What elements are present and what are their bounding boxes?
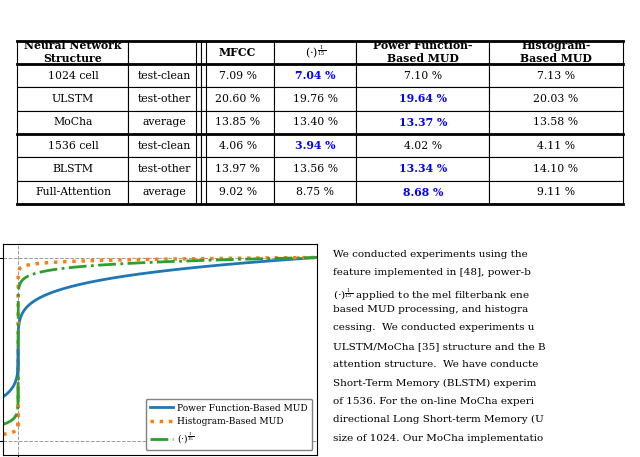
Histogram-Based MUD — [209, 256, 216, 261]
Power Function-Based MUD — [313, 255, 321, 260]
Text: We conducted experiments using the: We conducted experiments using the — [333, 250, 527, 259]
Line: Power Function-Based MUD: Power Function-Based MUD — [18, 257, 317, 369]
Line: Histogram-Based MUD: Histogram-Based MUD — [18, 257, 317, 426]
$(\cdot)^{\frac{1}{15}}$ — [193, 258, 201, 263]
$(\cdot)^{\frac{1}{15}}$ — [14, 404, 22, 410]
$(\cdot)^{\frac{1}{15}}$ — [68, 265, 76, 270]
Text: directional Long Short-term Memory (U: directional Long Short-term Memory (U — [333, 415, 543, 425]
$(\cdot)^{\frac{1}{15}}$ — [237, 256, 244, 262]
Power Function-Based MUD — [68, 283, 76, 289]
Power Function-Based MUD — [193, 265, 201, 270]
Histogram-Based MUD — [237, 255, 244, 261]
Text: size of 1024. Our MoCha implementatio: size of 1024. Our MoCha implementatio — [333, 434, 543, 443]
Text: based MUD processing, and histogra: based MUD processing, and histogra — [333, 305, 528, 314]
$(\cdot)^{\frac{1}{15}}$ — [209, 257, 216, 263]
Line: $(\cdot)^{\frac{1}{15}}$: $(\cdot)^{\frac{1}{15}}$ — [18, 257, 317, 407]
$(\cdot)^{\frac{1}{15}}$ — [313, 255, 321, 260]
Legend: Power Function-Based MUD, Histogram-Based MUD, $(\cdot)^{\frac{1}{15}}$: Power Function-Based MUD, Histogram-Base… — [146, 399, 312, 450]
Histogram-Based MUD — [313, 255, 321, 260]
Histogram-Based MUD — [68, 259, 76, 264]
Power Function-Based MUD — [14, 367, 22, 372]
Histogram-Based MUD — [260, 255, 268, 260]
Power Function-Based MUD — [209, 263, 216, 269]
Text: Short-Term Memory (BLSTM) experim: Short-Term Memory (BLSTM) experim — [333, 378, 536, 388]
$(\cdot)^{\frac{1}{15}}$ — [260, 256, 268, 261]
Text: attention structure.  We have conducte: attention structure. We have conducte — [333, 360, 538, 369]
Histogram-Based MUD — [14, 424, 22, 429]
Text: ULSTM/MoCha [35] structure and the B: ULSTM/MoCha [35] structure and the B — [333, 342, 545, 351]
Power Function-Based MUD — [128, 272, 136, 278]
Histogram-Based MUD — [128, 257, 136, 262]
Histogram-Based MUD — [193, 256, 201, 261]
Text: $(\cdot)^{\frac{1}{15}}$ applied to the mel filterbank ene: $(\cdot)^{\frac{1}{15}}$ applied to the … — [333, 287, 529, 304]
$(\cdot)^{\frac{1}{15}}$ — [128, 260, 136, 266]
Text: cessing.  We conducted experiments u: cessing. We conducted experiments u — [333, 324, 534, 333]
Text: of 1536. For the on-line MoCha experi: of 1536. For the on-line MoCha experi — [333, 397, 534, 406]
Text: feature implemented in [48], power-b: feature implemented in [48], power-b — [333, 268, 531, 277]
Power Function-Based MUD — [260, 259, 268, 264]
Power Function-Based MUD — [237, 260, 244, 266]
